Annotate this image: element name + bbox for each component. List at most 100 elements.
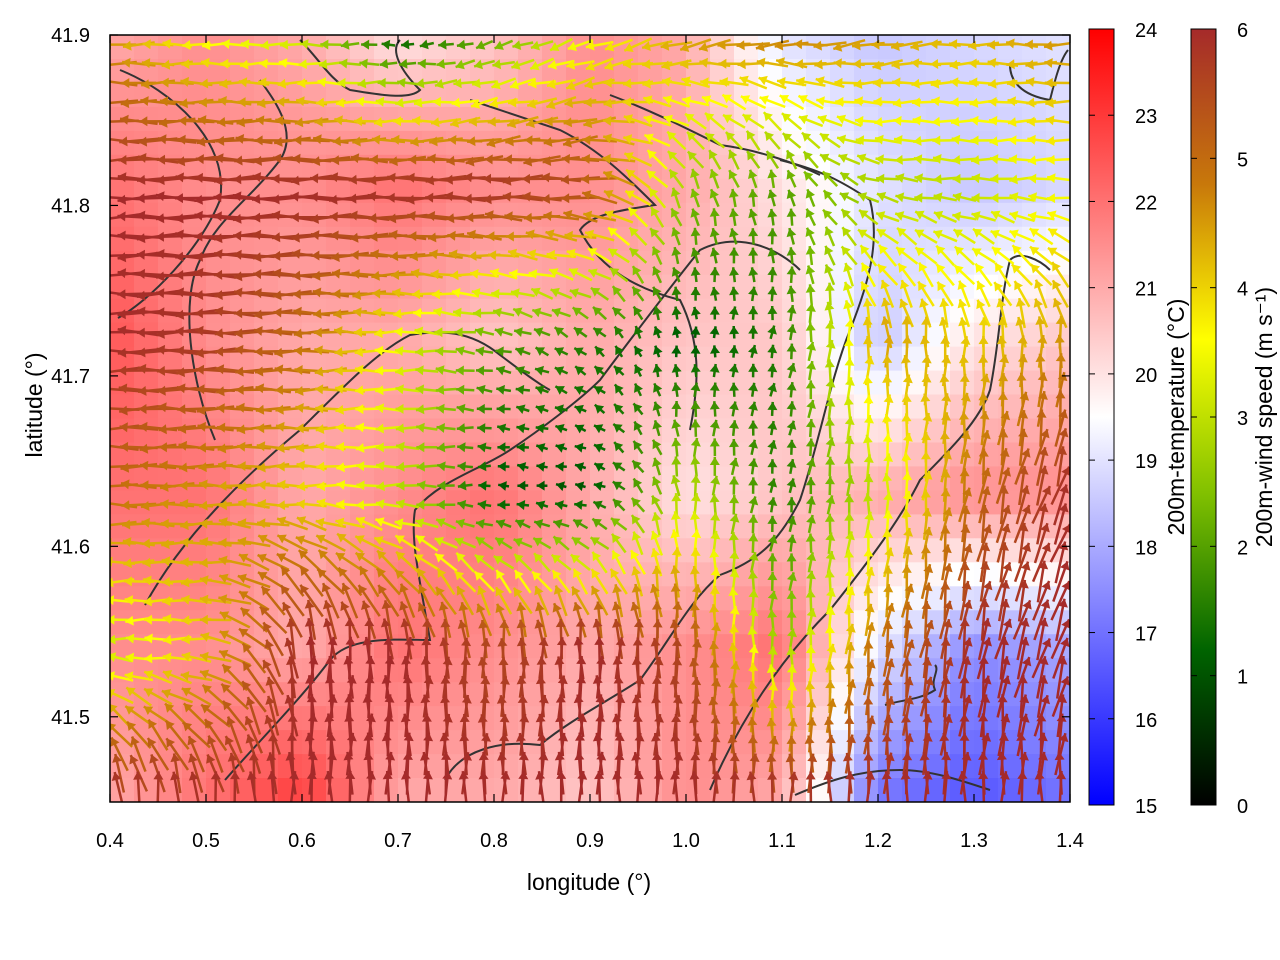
wind-arrow-head — [950, 97, 959, 108]
temperature-cell — [734, 226, 759, 252]
wind-arrow-head — [566, 59, 576, 70]
wind-arrow-head — [605, 42, 615, 52]
wind-arrow — [320, 39, 342, 50]
wind-arrow — [121, 57, 156, 68]
temperature-cell — [590, 418, 615, 444]
temperature-cell — [374, 226, 399, 252]
temperature-cell — [734, 35, 759, 60]
wind-arrow-head — [240, 39, 250, 50]
wind-arrow-head — [583, 118, 593, 129]
temperature-cell — [734, 466, 759, 491]
temperature-cell — [326, 466, 351, 491]
wind-arrow — [140, 96, 176, 106]
wind-arrow-head — [705, 113, 715, 122]
wind-arrow-head — [202, 40, 211, 51]
wind-arrow — [434, 78, 458, 89]
wind-arrow — [642, 95, 672, 108]
temperature-cell — [110, 394, 135, 420]
wind-arrow-head — [294, 117, 304, 128]
temperature-cell — [278, 730, 303, 755]
temperature-cell — [374, 418, 399, 444]
temperature-cell — [110, 490, 135, 515]
wind-arrow — [471, 78, 497, 89]
wind-arrow — [739, 75, 768, 90]
wind-arrow-head — [419, 39, 429, 50]
wind-arrow-head — [98, 214, 107, 224]
wind-arrow-head — [259, 58, 268, 69]
wind-arrow-head — [238, 77, 248, 88]
wind-arrow-head — [318, 59, 328, 70]
wind-arrow-head — [681, 76, 691, 86]
contour-line — [1009, 49, 1069, 102]
wind-arrow-head — [930, 78, 940, 89]
temperature-cell — [830, 658, 855, 683]
wind-arrow-head — [699, 42, 709, 52]
wind-arrow-head — [660, 40, 670, 51]
wind-arrow-head — [603, 98, 613, 109]
temperature-cell — [1046, 274, 1070, 300]
wind-arrow — [217, 117, 253, 127]
wind-arrow-head — [583, 97, 592, 108]
temperature-cell — [446, 418, 471, 444]
temperature-cell — [782, 322, 807, 348]
temperature-cell — [230, 35, 255, 60]
wind-arrow-head — [335, 97, 345, 108]
wind-arrow-head — [567, 41, 577, 52]
wind-arrow-head — [663, 95, 673, 105]
wind-arrow-head — [162, 38, 172, 49]
wind-arrow-head — [468, 116, 477, 127]
wind-arrow-head — [755, 41, 765, 52]
temperature-cell — [974, 706, 999, 731]
wind-arrow-head — [853, 79, 863, 89]
temperature-cell — [326, 418, 351, 444]
wind-arrow-head — [563, 117, 573, 128]
wind-arrow-head — [141, 58, 151, 69]
temperature-cell — [878, 562, 903, 587]
wind-arrow-head — [98, 287, 107, 297]
wind-arrow-head — [99, 173, 107, 183]
temperature-cell — [254, 418, 279, 444]
wind-arrow — [119, 114, 158, 126]
wind-arrow — [704, 112, 726, 131]
wind-arrow-head — [334, 115, 343, 126]
wind-arrow-head — [393, 116, 402, 127]
temperature-cell — [326, 394, 351, 420]
wind-arrow-head — [643, 95, 653, 105]
wind-arrow — [546, 78, 576, 90]
wind-arrow — [417, 58, 436, 69]
temperature-cell — [686, 610, 711, 635]
wind-arrow-head — [566, 80, 576, 91]
wind-arrow — [758, 75, 787, 90]
wind-arrow-head — [544, 116, 553, 127]
wind-arrow-head — [814, 59, 823, 70]
wind-arrow — [662, 95, 691, 108]
temperature-cell — [590, 298, 615, 324]
wind-arrow — [396, 77, 419, 88]
wind-arrow-head — [835, 96, 844, 107]
temperature-cell — [686, 370, 711, 396]
temperature-cell — [278, 778, 303, 802]
wind-arrow-head — [142, 39, 151, 50]
wind-arrow — [506, 115, 539, 129]
temperature-cell — [542, 418, 567, 444]
wind-arrow-head — [277, 78, 287, 89]
temperature-cell — [470, 634, 495, 659]
temperature-cell — [374, 634, 399, 659]
wind-arrow-head — [699, 57, 708, 68]
wind-arrow-head — [471, 99, 481, 109]
temperature-cell — [470, 778, 495, 802]
temperature-cell — [398, 706, 423, 731]
wind-arrow-head — [474, 59, 483, 70]
wind-arrow — [492, 59, 515, 70]
temperature-cell — [854, 394, 879, 420]
wind-arrow — [701, 95, 729, 109]
temperature-cell — [494, 418, 519, 444]
wind-arrow-head — [397, 77, 406, 88]
wind-arrow-head — [182, 40, 191, 50]
wind-arrow-head — [139, 116, 148, 127]
wind-arrow — [395, 97, 421, 108]
temperature-cell — [854, 538, 879, 563]
wind-arrow-head — [451, 97, 461, 108]
wind-arrow — [797, 94, 824, 110]
wind-arrow-head — [1024, 39, 1033, 50]
